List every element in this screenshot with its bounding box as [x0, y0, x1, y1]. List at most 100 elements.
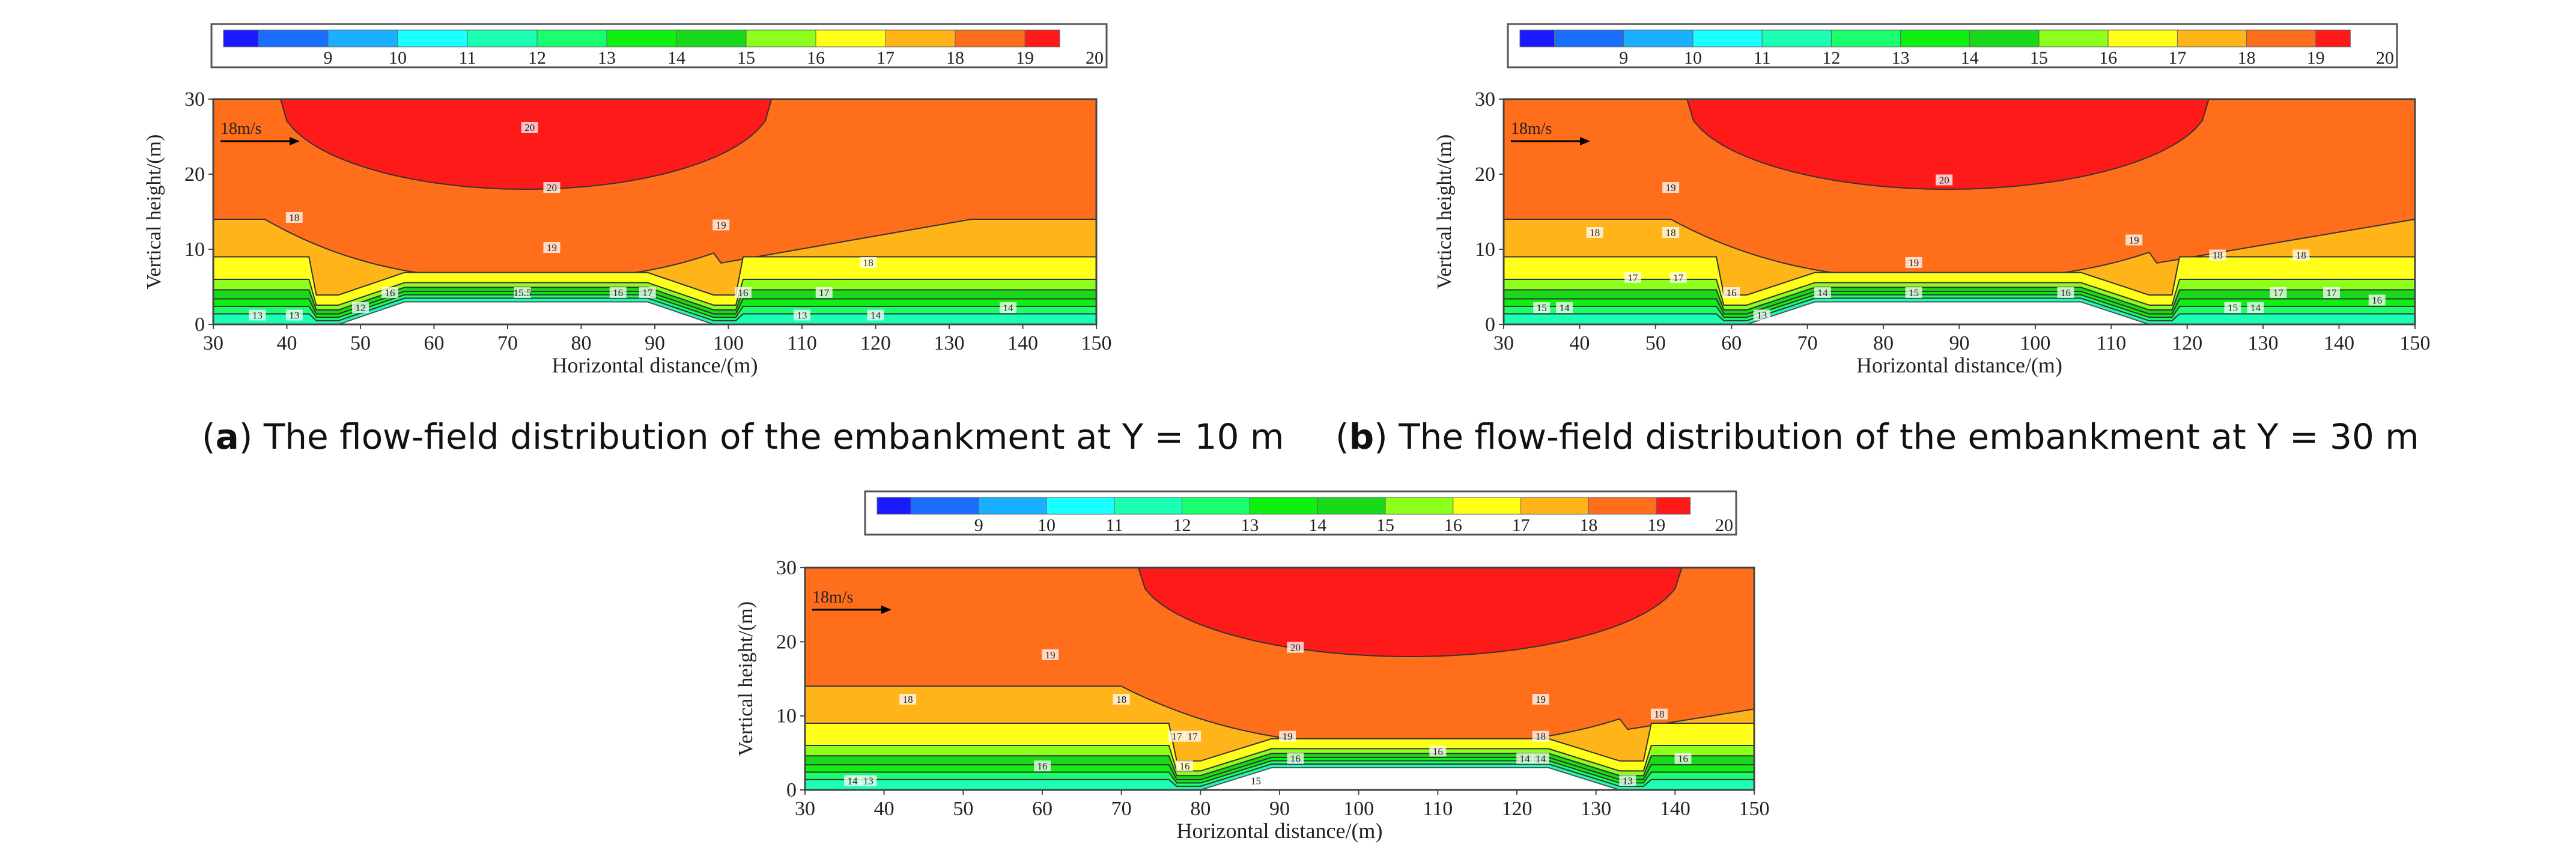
reference-vector-arrowhead [1580, 137, 1590, 145]
legend-swatch [1761, 29, 1832, 47]
axes-b: 30 40 50 60 70 80 90 100 110 120 130 140 150 0 10 20 30 H… [1433, 88, 2431, 377]
contour-label-bg [899, 694, 917, 705]
y-tick-label: 0 [786, 779, 797, 801]
contour-label: 17 [2273, 287, 2284, 299]
contour-label: 18 [2213, 250, 2223, 261]
legend-tick-label: 15 [737, 48, 755, 68]
x-tick-label: 40 [874, 798, 895, 820]
contour-label-bg [352, 302, 369, 313]
x-tick-label: 100 [2020, 332, 2050, 354]
contour-label: 14 [2250, 302, 2261, 314]
legend-tick-label: 18 [2238, 48, 2256, 68]
x-tick-label: 60 [1032, 798, 1053, 820]
x-tick-label: 40 [277, 332, 297, 354]
legend-swatch [1830, 29, 1901, 47]
x-tick-label: 30 [203, 332, 223, 354]
contour-label: 16 [2372, 295, 2382, 306]
contour-label-bg [1624, 272, 1641, 283]
legend-tick-label: 19 [1647, 515, 1665, 535]
contour-label: 20 [547, 182, 557, 193]
y-axis-label: Vertical height/(m) [143, 135, 165, 290]
legend-tick-label: 17 [1512, 515, 1530, 535]
contour-label: 16 [2061, 287, 2071, 299]
legend-tick-label: 12 [1822, 48, 1840, 68]
contour-label-bg [1619, 775, 1636, 786]
contour-label: 16 [1037, 760, 1048, 772]
legend-swatch [1692, 29, 1763, 47]
legend-c: 9 10 11 12 13 14 15 16 17 18 19 20 [864, 490, 1737, 536]
legend-swatch [1520, 497, 1589, 515]
legend-tick-label: 9 [974, 515, 983, 535]
legend-swatch [1249, 497, 1318, 515]
contour-label: 13 [863, 775, 873, 787]
contour-label-bg [1674, 753, 1692, 764]
x-tick-label: 140 [2324, 332, 2354, 354]
plot-b: 20 19 19 19 18 18 18 18 17 17 16 17 17 16 14 15 16 13 15 14… [1504, 99, 2415, 324]
legend-tick-label: 16 [1444, 515, 1462, 535]
legend-swatch [258, 29, 329, 47]
legend-tick-label: 20 [2376, 48, 2394, 68]
x-tick-label: 80 [1190, 798, 1211, 820]
contour-label-bg [1176, 760, 1193, 771]
legend-tick-label: 14 [667, 48, 685, 68]
x-tick-label: 150 [1081, 332, 1112, 354]
contour-label: 14 [1560, 302, 1570, 314]
contour-label: 16 [613, 287, 623, 299]
legend-tick-label: 13 [598, 48, 616, 68]
legend-swatch [1588, 497, 1657, 515]
contour-label-bg [1516, 753, 1534, 764]
legend-tick-label: 17 [2168, 48, 2186, 68]
contour-label-bg [521, 122, 538, 133]
legend-swatch [223, 29, 259, 47]
contour-label: 15 [1251, 775, 1261, 787]
contour-label: 15.5 [514, 287, 532, 299]
x-tick-label: 90 [645, 332, 665, 354]
contour-label: 19 [1045, 649, 1056, 661]
contour-label-bg [1533, 302, 1551, 313]
contour-label: 19 [1666, 182, 1676, 193]
legend-swatch [1024, 29, 1060, 47]
y-tick-label: 0 [1485, 314, 1495, 336]
legend-swatch [467, 29, 538, 47]
x-tick-label: 30 [795, 798, 815, 820]
reference-vector-label: 18m/s [1511, 120, 1552, 138]
y-tick-label: 10 [184, 238, 205, 261]
legend-tick-label: 18 [1579, 515, 1597, 535]
legend-swatch [1046, 497, 1115, 515]
contour-label-bg [1662, 182, 1680, 193]
contour-label: 20 [1939, 175, 1949, 186]
band-20 [1686, 99, 2210, 190]
y-tick-label: 30 [184, 88, 205, 111]
contour-label-bg [794, 309, 810, 321]
contour-label-bg [249, 309, 266, 321]
legend-swatch [1317, 497, 1386, 515]
x-tick-label: 120 [1502, 798, 1533, 820]
legend-swatch [978, 497, 1047, 515]
x-tick-label: 110 [787, 332, 817, 354]
contour-label-bg [1586, 227, 1603, 238]
legend-tick-label: 11 [1105, 515, 1123, 535]
legend-swatch [2246, 29, 2316, 47]
contour-label: 20 [1290, 642, 1301, 654]
contour-label-bg [1247, 775, 1265, 786]
legend-tick-label: 10 [1037, 515, 1056, 535]
contour-label: 14 [1003, 302, 1014, 314]
legend-swatch [1453, 497, 1522, 515]
contour-label: 12 [356, 302, 366, 314]
contour-label: 18 [289, 212, 299, 223]
y-tick-label: 10 [1475, 238, 1495, 261]
legend-a: 9 10 11 12 13 14 15 16 17 18 19 20 [210, 23, 1108, 68]
legend-swatch [1385, 497, 1454, 515]
contour-label-bg [2270, 287, 2287, 298]
plot-c: 20 19 19 19 18 18 18 18 17 17 16 16 16 16 14 14 16 15 14 13… [805, 568, 1754, 790]
x-tick-label: 90 [1269, 798, 1290, 820]
legend-swatch [1519, 29, 1555, 47]
legend-tick-label: 16 [807, 48, 825, 68]
y-tick-label: 10 [776, 705, 797, 727]
x-axis-label: Horizontal distance/(m) [552, 353, 758, 377]
contour-label-bg [860, 775, 877, 786]
legend-tick-label: 9 [1619, 48, 1628, 68]
contour-label-bg [1429, 745, 1447, 757]
x-tick-label: 140 [1007, 332, 1038, 354]
legend-swatch [606, 29, 677, 47]
